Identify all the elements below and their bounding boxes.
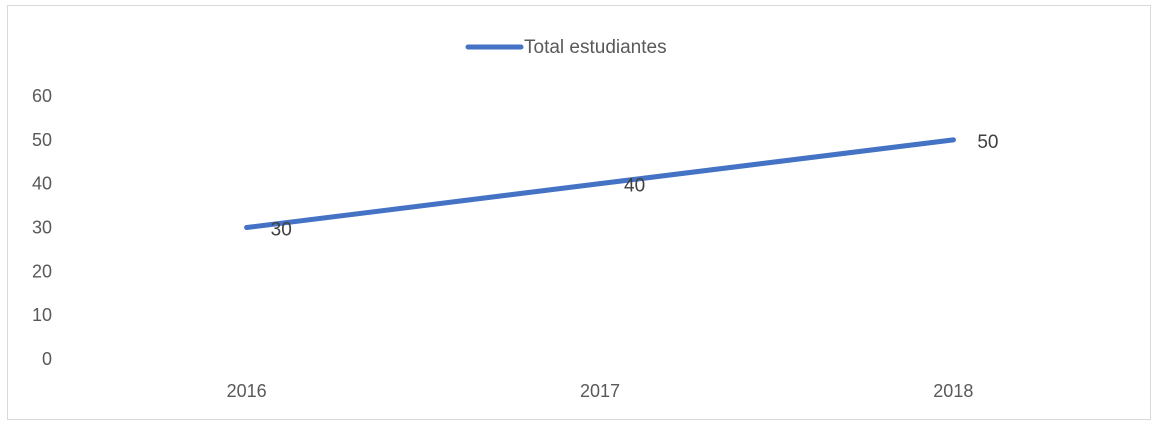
y-tick-label: 50 [32, 130, 52, 150]
y-tick-label: 0 [42, 349, 52, 369]
series-total-estudiantes [244, 137, 956, 230]
data-labels: 30 40 50 [271, 132, 999, 241]
data-label: 30 [271, 220, 292, 241]
y-tick-label: 40 [32, 174, 52, 194]
data-point [950, 137, 956, 143]
x-tick-label: 2018 [933, 381, 973, 401]
y-tick-label: 30 [32, 218, 52, 238]
x-tick-label: 2017 [580, 381, 620, 401]
chart-border [7, 5, 1151, 420]
x-axis: 2016 2017 2018 [227, 381, 974, 401]
data-point [597, 181, 603, 187]
y-tick-label: 20 [32, 261, 52, 281]
legend: Total estudiantes [465, 37, 667, 58]
y-tick-label: 60 [32, 86, 52, 106]
data-point [244, 225, 250, 230]
y-axis: 0 10 20 30 40 50 60 [32, 86, 52, 369]
y-tick-label: 10 [32, 305, 52, 325]
data-label: 40 [624, 176, 645, 197]
data-label: 50 [977, 132, 998, 153]
legend-series-label: Total estudiantes [524, 37, 667, 58]
x-tick-label: 2016 [227, 381, 267, 401]
